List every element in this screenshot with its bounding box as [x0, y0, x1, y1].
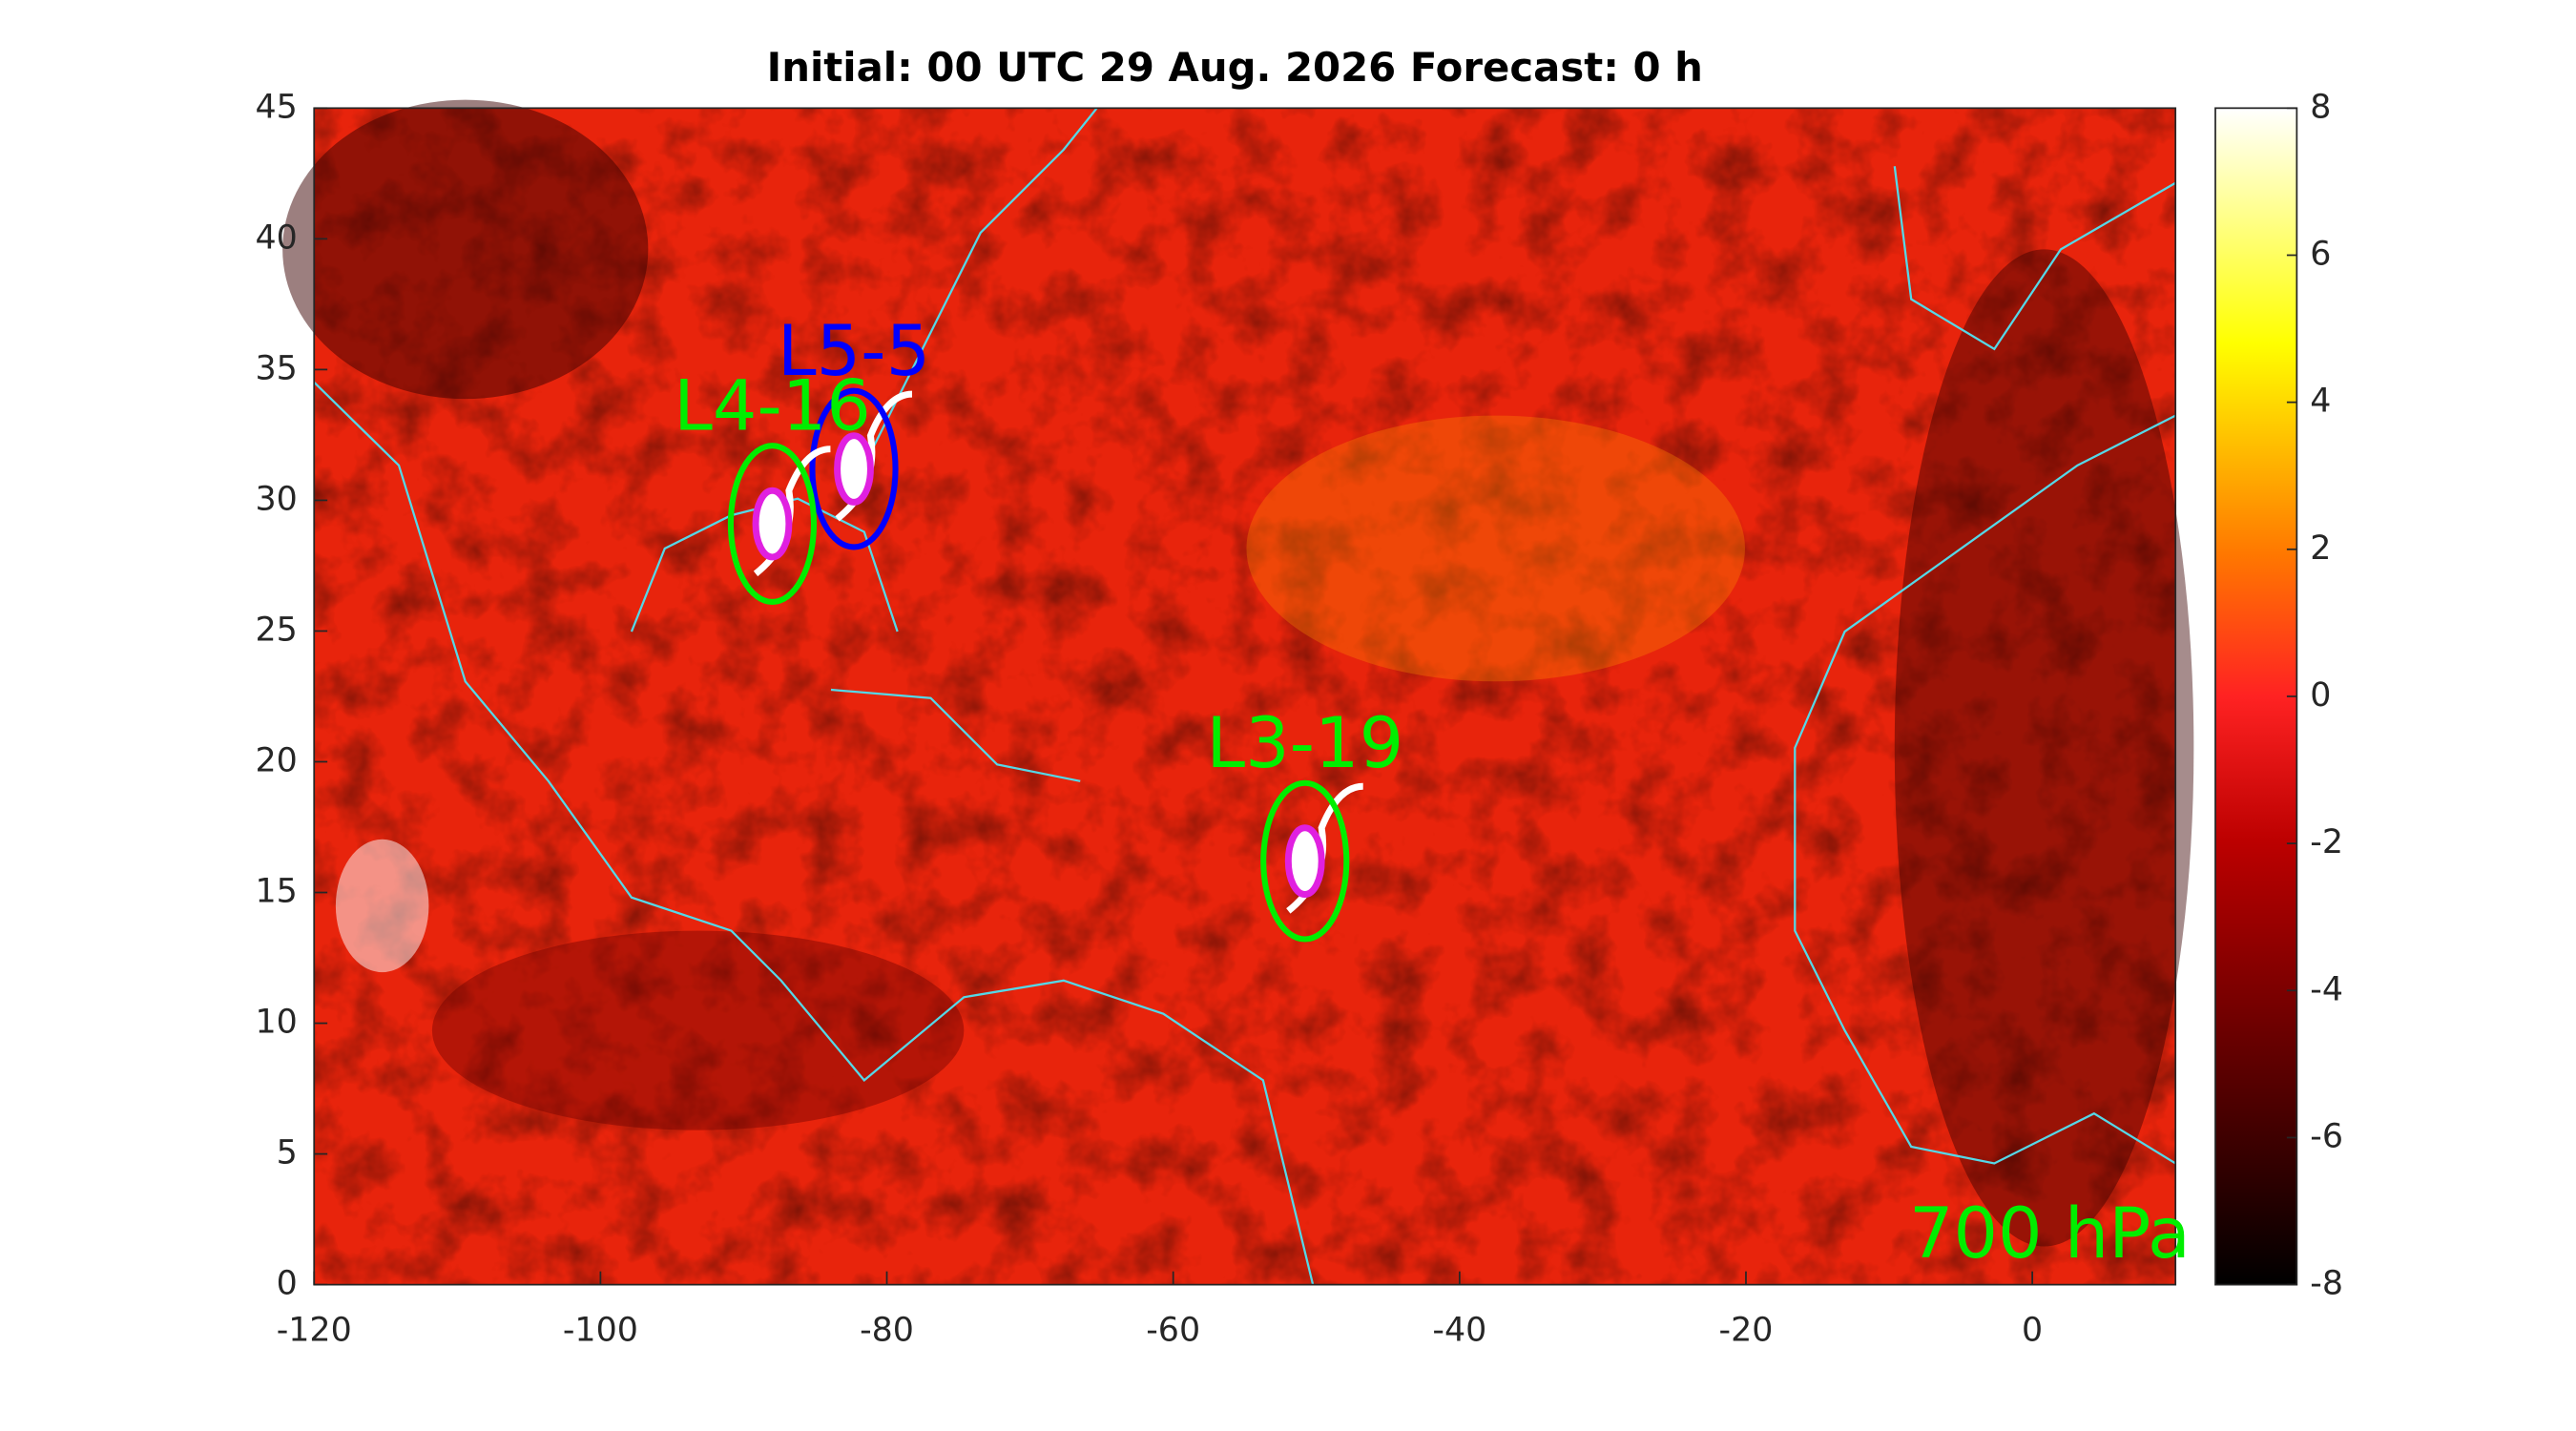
dark-patch: [431, 930, 965, 1130]
storm-core: [834, 432, 874, 506]
storm-circle: [727, 443, 818, 606]
colorbar-tick-label: -6: [2310, 1117, 2343, 1155]
colorbar-tick-label: -8: [2310, 1265, 2343, 1303]
colorbar-tick-label: 8: [2310, 88, 2331, 126]
y-tick-label: 0: [277, 1265, 298, 1303]
coastlines: [313, 107, 2176, 1285]
dark-patch: [282, 99, 649, 400]
dark-patch: [1894, 249, 2194, 1247]
coastline: [1794, 414, 2176, 1165]
y-tick-label: 40: [255, 218, 297, 257]
colorbar-tick-label: 0: [2310, 676, 2331, 715]
map-field: [282, 99, 2194, 1286]
storm-label: L4-16: [674, 366, 871, 447]
title: Initial: 00 UTC 29 Aug. 2026 Forecast: 0…: [767, 44, 1703, 91]
level-label: 700 hPa: [1909, 1193, 2191, 1275]
axes-box: [313, 107, 2177, 1286]
y-tick-label: 35: [255, 349, 297, 387]
x-tick-label: -60: [1146, 1311, 1200, 1349]
storm-circle: [809, 387, 899, 550]
storm-label: L5-5: [778, 311, 930, 392]
y-tick-label: 30: [255, 480, 297, 518]
colorbar-tick-label: -4: [2310, 970, 2343, 1008]
storm-core: [752, 487, 793, 561]
x-tick-label: -100: [563, 1311, 638, 1349]
x-tick-label: 0: [2022, 1311, 2043, 1349]
coastline: [830, 688, 1081, 782]
colorbar-tick-label: 4: [2310, 383, 2331, 421]
storm-core: [1284, 824, 1325, 898]
colorbar-tick-label: -2: [2310, 823, 2343, 861]
colorbar-tick-label: 2: [2310, 529, 2331, 568]
coastline: [862, 107, 1098, 467]
x-tick-label: -120: [277, 1311, 352, 1349]
y-tick-label: 5: [277, 1134, 298, 1172]
warm-patch: [1246, 415, 1746, 682]
coastline: [313, 381, 1315, 1285]
colorbar-tick-label: 6: [2310, 235, 2331, 273]
y-tick-label: 25: [255, 611, 297, 649]
y-tick-label: 45: [255, 88, 297, 126]
warm-patch: [335, 839, 429, 973]
x-tick-label: -80: [860, 1311, 914, 1349]
x-tick-label: -20: [1719, 1311, 1774, 1349]
coastline: [1893, 166, 2176, 351]
y-tick-label: 15: [255, 873, 297, 911]
storm-circle: [1260, 779, 1350, 943]
colorbar: [2214, 107, 2298, 1286]
x-tick-label: -40: [1432, 1311, 1486, 1349]
y-tick-label: 20: [255, 741, 297, 779]
storm-label: L3-19: [1206, 703, 1403, 784]
y-tick-label: 10: [255, 1004, 297, 1042]
